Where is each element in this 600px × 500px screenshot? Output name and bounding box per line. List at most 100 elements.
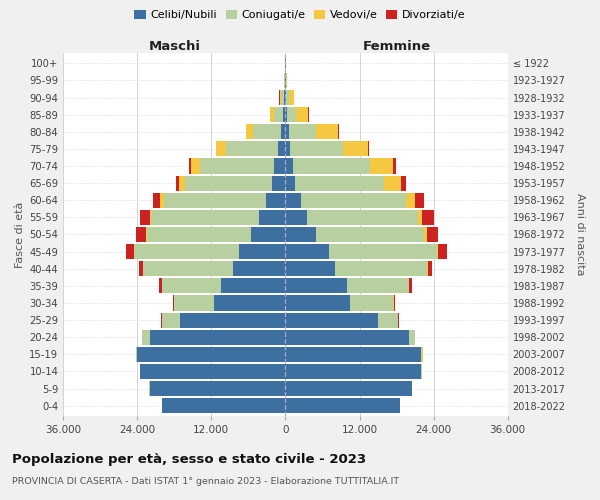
Bar [251,227,286,242]
Bar [136,347,137,362]
Bar [159,278,161,293]
Bar [301,192,406,208]
Bar [280,90,281,105]
Text: PROVINCIA DI CASERTA - Dati ISTAT 1° gennaio 2023 - Elaborazione TUTTITALIA.IT: PROVINCIA DI CASERTA - Dati ISTAT 1° gen… [12,477,399,486]
Bar [162,312,181,328]
Text: Maschi: Maschi [148,40,200,53]
Bar [406,192,415,208]
Bar [152,192,160,208]
Bar [394,158,396,174]
Bar [418,210,422,225]
Bar [286,107,287,122]
Bar [160,192,164,208]
Bar [343,142,368,156]
Bar [284,90,286,105]
Bar [289,90,294,105]
Bar [149,381,286,396]
Bar [286,158,293,174]
Bar [296,107,308,122]
Bar [427,261,428,276]
Bar [368,142,369,156]
Bar [286,192,301,208]
Bar [253,124,281,140]
Bar [316,124,338,140]
Bar [259,210,286,225]
Bar [176,176,179,190]
Bar [424,227,427,242]
Bar [289,124,316,140]
Bar [274,158,286,174]
Bar [140,210,149,225]
Bar [270,107,274,122]
Bar [307,210,418,225]
Bar [181,312,286,328]
Bar [286,364,421,379]
Bar [173,296,174,310]
Bar [221,278,286,293]
Bar [378,312,398,328]
Bar [316,227,424,242]
Bar [409,330,415,344]
Bar [370,158,394,174]
Bar [149,330,286,344]
Bar [164,192,266,208]
Y-axis label: Fasce di età: Fasce di età [15,202,25,268]
Bar [143,261,233,276]
Bar [427,227,437,242]
Bar [162,278,221,293]
Bar [438,244,447,259]
Bar [394,296,395,310]
Bar [134,244,239,259]
Bar [239,244,286,259]
Bar [226,142,278,156]
Bar [200,158,274,174]
Bar [293,158,370,174]
Text: Popolazione per età, sesso e stato civile - 2023: Popolazione per età, sesso e stato civil… [12,452,366,466]
Bar [422,210,434,225]
Bar [290,142,343,156]
Bar [142,330,149,344]
Bar [286,73,287,88]
Bar [286,312,378,328]
Bar [246,124,253,140]
Bar [137,347,286,362]
Bar [274,107,283,122]
Bar [149,210,151,225]
Bar [286,296,350,310]
Bar [162,398,286,413]
Bar [215,142,216,156]
Bar [161,312,162,328]
Bar [286,90,289,105]
Bar [295,176,384,190]
Bar [401,176,406,190]
Bar [146,227,251,242]
Bar [174,296,214,310]
Bar [214,296,286,310]
Bar [286,398,400,413]
Bar [437,244,438,259]
Bar [136,227,146,242]
Y-axis label: Anni di nascita: Anni di nascita [575,193,585,276]
Bar [179,176,185,190]
Bar [286,330,409,344]
Bar [185,176,272,190]
Bar [347,278,409,293]
Bar [233,261,286,276]
Bar [329,244,437,259]
Bar [286,244,329,259]
Bar [126,244,134,259]
Bar [384,176,401,190]
Bar [286,124,289,140]
Bar [350,296,394,310]
Text: Femmine: Femmine [362,40,431,53]
Bar [409,278,412,293]
Bar [286,347,421,362]
Legend: Celibi/Nubili, Coniugati/e, Vedovi/e, Divorziati/e: Celibi/Nubili, Coniugati/e, Vedovi/e, Di… [130,6,470,25]
Bar [266,192,286,208]
Bar [283,107,286,122]
Bar [281,90,284,105]
Bar [191,158,200,174]
Bar [287,107,296,122]
Bar [335,261,427,276]
Bar [286,261,335,276]
